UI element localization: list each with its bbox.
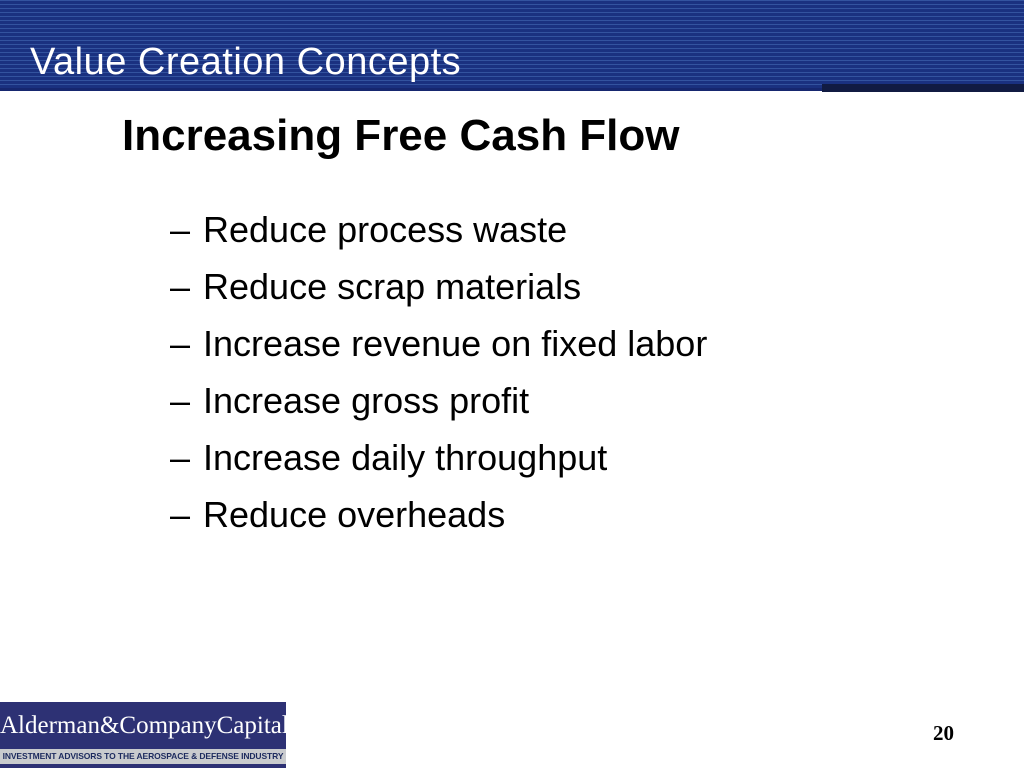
dash-bullet-marker: – [170, 323, 191, 364]
dash-bullet-marker: – [170, 209, 191, 250]
list-item: – Increase revenue on fixed labor [170, 315, 707, 372]
list-item-text: Increase daily throughput [203, 437, 608, 478]
dash-bullet-marker: – [170, 437, 191, 478]
header-title: Value Creation Concepts [30, 41, 462, 84]
dash-bullet-marker: – [170, 380, 191, 421]
list-item: – Increase daily throughput [170, 429, 707, 486]
slide-header: Value Creation Concepts [0, 0, 1024, 92]
company-logo-name: Alderman&CompanyCapital [0, 702, 286, 749]
header-accent-bar [822, 84, 1024, 92]
bullet-list: – Reduce process waste – Reduce scrap ma… [170, 201, 707, 543]
list-item-text: Increase gross profit [203, 380, 530, 421]
list-item: – Reduce scrap materials [170, 258, 707, 315]
list-item-text: Reduce scrap materials [203, 266, 582, 307]
page-number: 20 [933, 721, 954, 745]
company-logo: Alderman&CompanyCapital INVESTMENT ADVIS… [0, 702, 286, 768]
dash-bullet-marker: – [170, 266, 191, 307]
list-item: – Reduce overheads [170, 486, 707, 543]
dash-bullet-marker: – [170, 494, 191, 535]
list-item: – Increase gross profit [170, 372, 707, 429]
list-item-text: Reduce overheads [203, 494, 506, 535]
list-item-text: Reduce process waste [203, 209, 568, 250]
list-item-text: Increase revenue on fixed labor [203, 323, 708, 364]
page-title: Increasing Free Cash Flow [122, 111, 680, 160]
list-item: – Reduce process waste [170, 201, 707, 258]
company-logo-baseline [0, 764, 286, 768]
company-logo-tagline: INVESTMENT ADVISORS TO THE AEROSPACE & D… [0, 749, 286, 764]
